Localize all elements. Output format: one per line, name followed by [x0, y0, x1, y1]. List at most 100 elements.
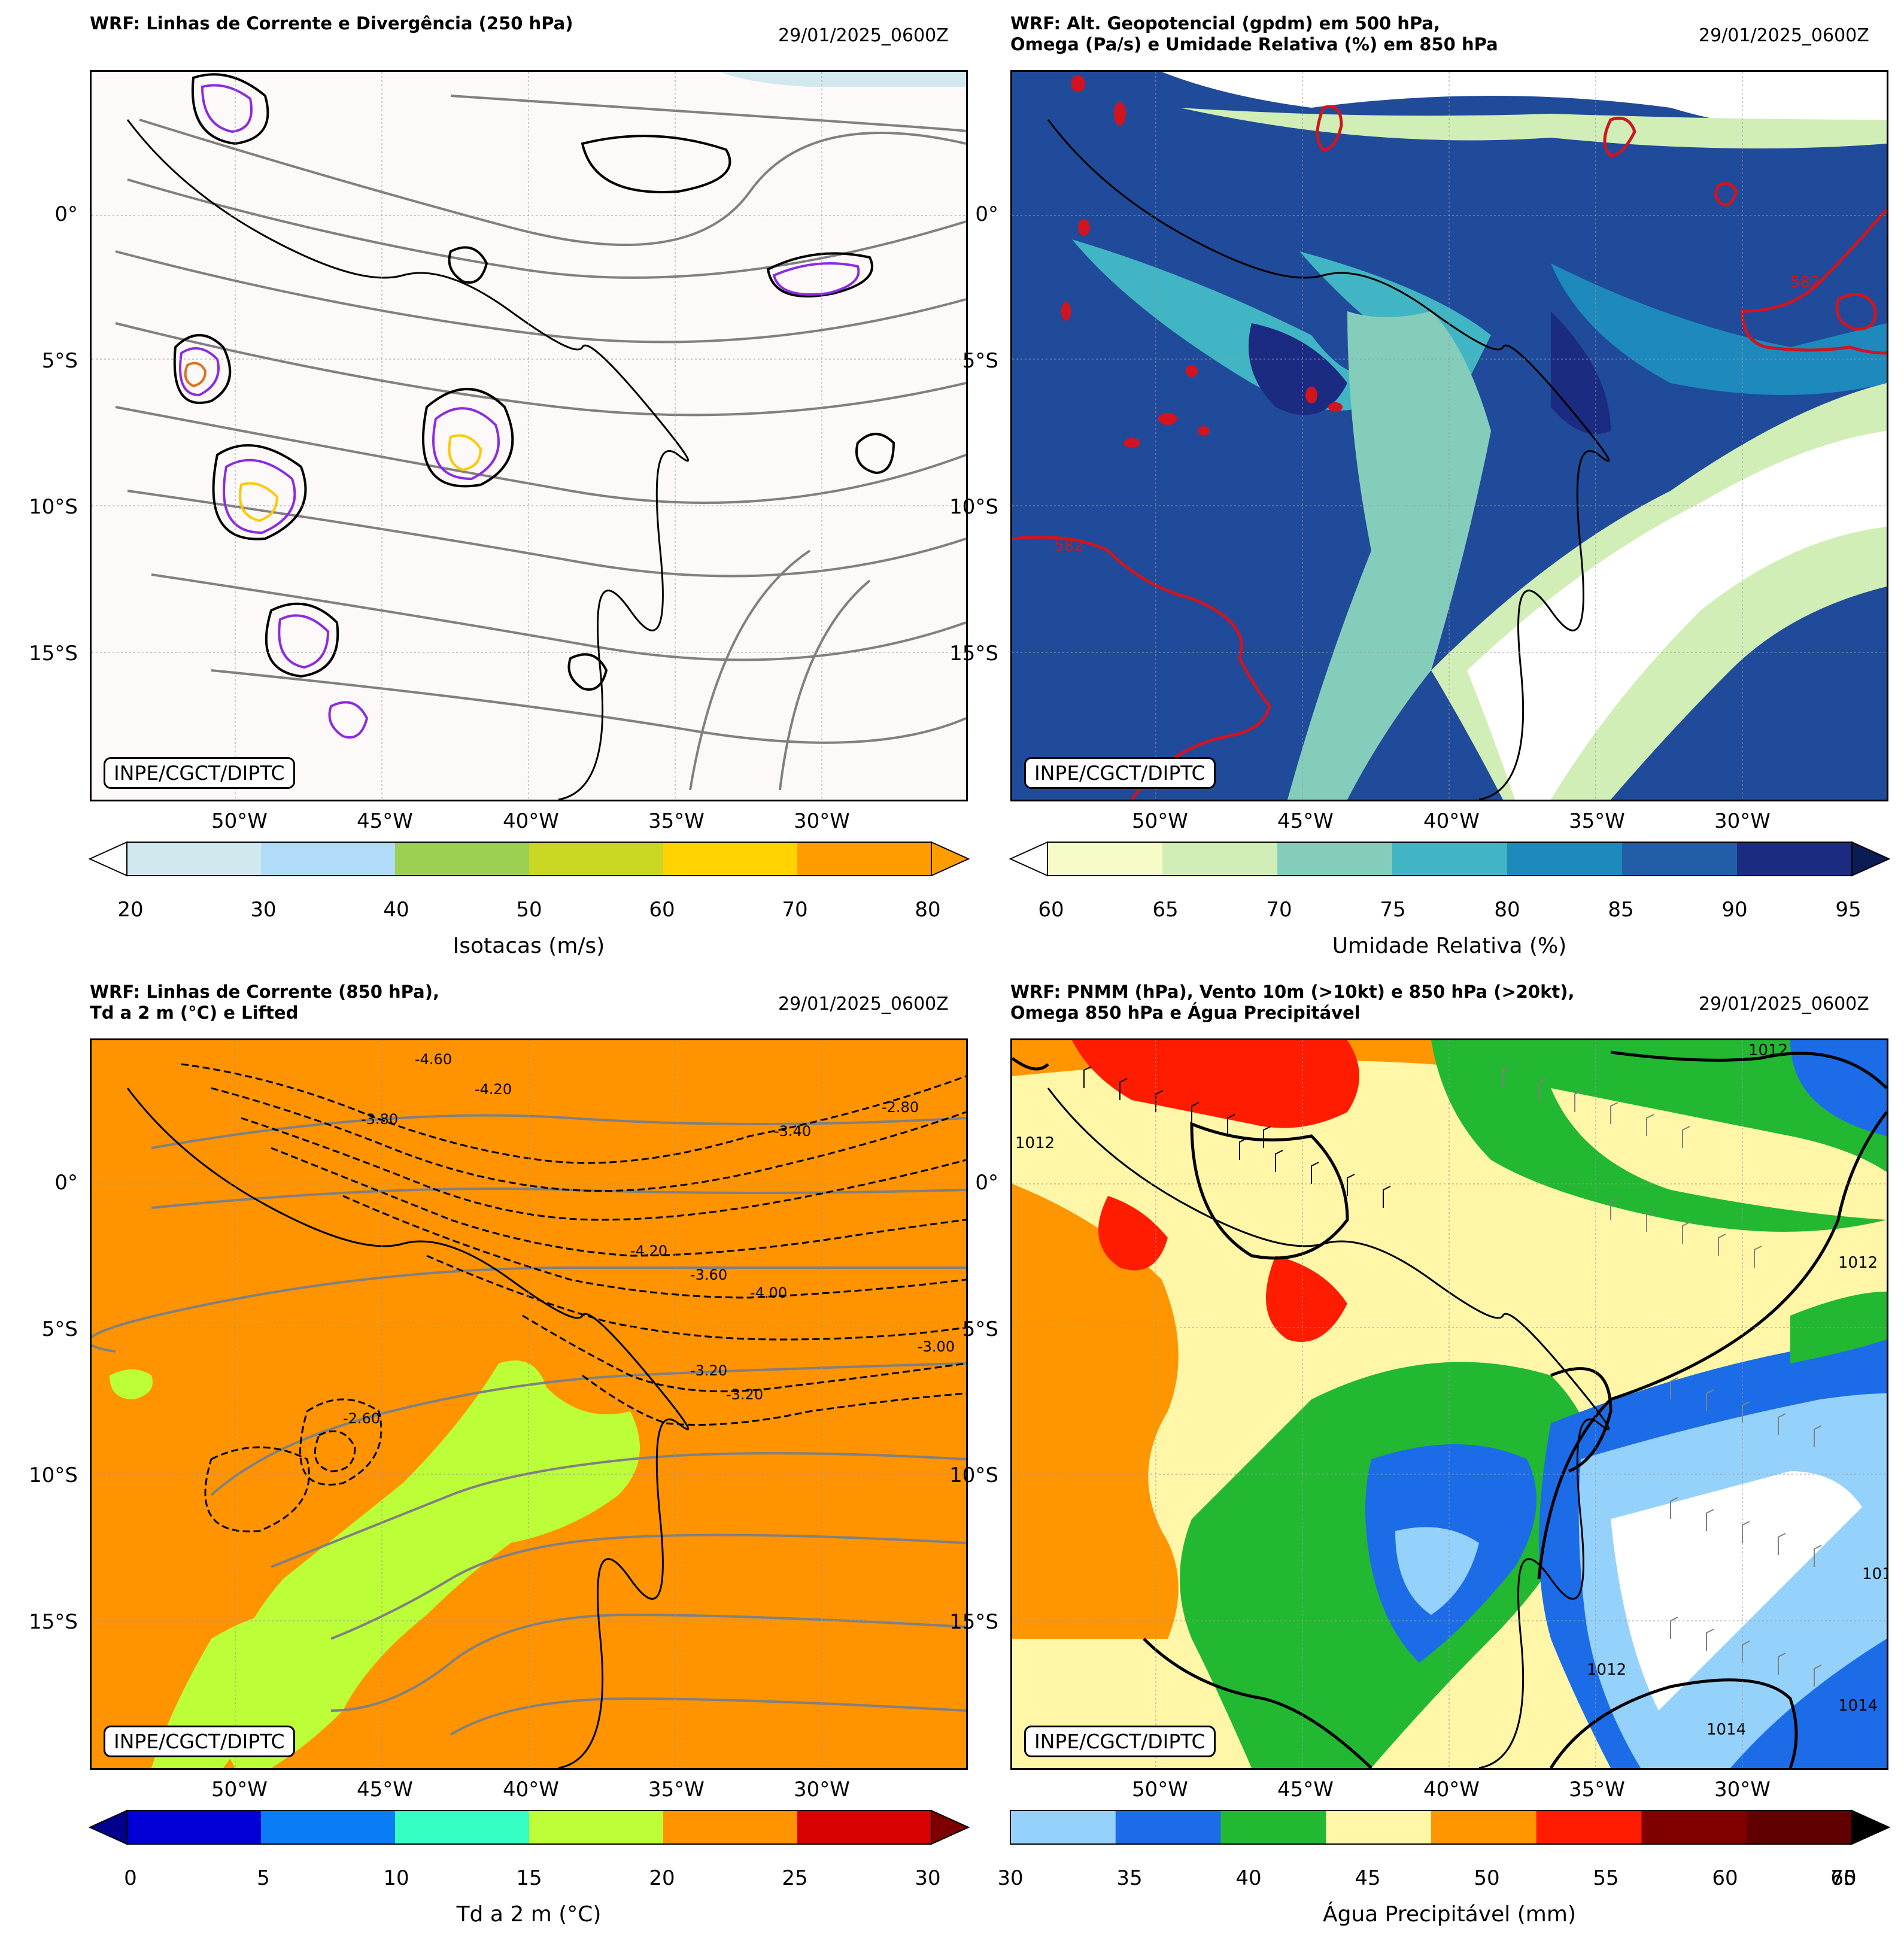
lat-label: 5°S: [41, 349, 78, 373]
colorbar-segment: [1747, 1811, 1853, 1844]
omega-shading: [1061, 75, 1343, 448]
colorbar-tick: 75: [1380, 898, 1406, 922]
panel-title-line1: WRF: Linhas de Corrente (850 hPa),: [90, 982, 439, 1002]
colorbar-tick: 40: [383, 898, 409, 922]
pw-region: [1072, 1040, 1359, 1128]
colorbar-tick: 40: [1235, 1866, 1262, 1890]
pw-region: [1611, 1471, 1862, 1711]
credit-label: INPE/CGCT/DIPTC: [104, 757, 295, 789]
contour-label: -4.00: [750, 1284, 787, 1301]
humidity-band: [1249, 323, 1347, 415]
contour-label: 1012: [1015, 1134, 1055, 1152]
coastline: [126, 1088, 690, 1768]
colorbar-label: Umidade Relativa (%): [1332, 934, 1567, 958]
colorbar: [89, 841, 970, 877]
contour-label: 582: [1054, 537, 1084, 555]
colorbar-tick: 70: [1266, 898, 1292, 922]
colorbar-tick: 65: [1152, 898, 1179, 922]
colorbar-tick: 95: [1835, 898, 1862, 922]
colorbar-under-arrow: [89, 841, 127, 877]
coastline: [126, 119, 690, 800]
lon-label: 40°W: [503, 809, 559, 833]
geopotential-contours: [1012, 105, 1887, 800]
colorbar-under-arrow: [1009, 841, 1048, 877]
colorbar-tick: 20: [117, 898, 144, 922]
lat-label: 0°: [54, 1171, 78, 1195]
colorbar-segment: [1162, 842, 1278, 876]
colorbar-segment: [1431, 1811, 1537, 1844]
colorbar-tick: 30: [997, 1866, 1024, 1890]
isotach-shading: [720, 72, 966, 87]
colorbar-segment: [1507, 842, 1623, 876]
lon-label: 40°W: [1423, 809, 1480, 833]
colorbar-segment: [1392, 842, 1508, 876]
pressure-label-group: 1012 1012 1012 1012 1014 1014 1014: [1015, 1041, 1887, 1739]
lifted-contours: [181, 1063, 966, 1533]
lon-label: 35°W: [648, 1778, 704, 1802]
colorbar-outline: [1010, 1810, 1853, 1845]
colorbar-tick: 65: [1830, 1866, 1857, 1890]
contour-label-group: -4.60 -4.20 -3.80 -3.40 -4.00 -3.60 -3.2…: [343, 1051, 955, 1427]
contour-label: -2.80: [882, 1099, 919, 1116]
lon-label: 45°W: [1277, 809, 1334, 833]
panel-date: 29/01/2025_0600Z: [778, 994, 949, 1015]
colorbar-tick: 80: [1494, 898, 1520, 922]
pw-region: [1098, 1196, 1168, 1271]
colorbar-label: Isotacas (m/s): [453, 934, 605, 958]
lat-label: 5°S: [41, 1317, 78, 1341]
colorbar-tick: 90: [1721, 898, 1748, 922]
contour-label: 1012: [1838, 1254, 1878, 1272]
colorbar-tick: 35: [1116, 1866, 1143, 1890]
contour-label: -3.60: [690, 1266, 727, 1283]
contour-label: -4.20: [630, 1243, 667, 1259]
colorbar-tick: 10: [383, 1866, 409, 1890]
lon-label: 35°W: [648, 809, 704, 833]
credit-label: INPE/CGCT/DIPTC: [104, 1726, 295, 1757]
colorbar-segment: [1622, 842, 1738, 876]
colorbar-segment: [663, 842, 798, 876]
colorbar-segment: [127, 1811, 262, 1844]
colorbar-segment: [261, 842, 396, 876]
lon-label: 40°W: [503, 1778, 559, 1802]
contour-label: -2.60: [343, 1410, 380, 1427]
contour-label: 1014: [1706, 1721, 1746, 1739]
lat-label: 0°: [54, 202, 78, 226]
colorbar: [1010, 1809, 1890, 1845]
humidity-band: [1287, 311, 1491, 800]
colorbar-over-arrow: [931, 1809, 970, 1845]
colorbar-over-arrow: [931, 841, 970, 877]
colorbar-segment: [1536, 1811, 1642, 1844]
colorbar-segment: [1641, 1811, 1747, 1844]
lat-label: 10°S: [949, 1463, 998, 1487]
colorbar-segment: [1220, 1811, 1326, 1844]
map-background: [92, 72, 966, 800]
panel-date: 29/01/2025_0600Z: [1699, 994, 1869, 1015]
contour-label: 1014: [1838, 1697, 1878, 1715]
wind-barbs-10m: [1083, 1066, 1391, 1208]
lon-label: 45°W: [357, 1778, 413, 1802]
streamlines: [115, 95, 966, 791]
coastline: [1047, 1088, 1610, 1768]
lon-label: 30°W: [794, 1778, 850, 1802]
colorbar-segment: [529, 1811, 664, 1844]
map-area: -4.60 -4.20 -3.80 -3.40 -4.00 -3.60 -3.2…: [90, 1038, 968, 1770]
map-area: INPE/CGCT/DIPTC: [90, 70, 968, 801]
panel-title-line2: Td a 2 m (°C) e Lifted: [90, 1003, 299, 1023]
colorbar-tick: 15: [516, 1866, 542, 1890]
colorbar: [89, 1809, 970, 1845]
colorbar-segment: [127, 842, 262, 876]
contour-label: -3.80: [361, 1111, 398, 1128]
lon-label: 35°W: [1569, 809, 1625, 833]
colorbar-tick: 20: [649, 1866, 675, 1890]
lat-label: 0°: [975, 202, 998, 226]
colorbar-segment: [1010, 1811, 1116, 1844]
contour-label: 1012: [1587, 1661, 1626, 1679]
colorbar-label: Td a 2 m (°C): [456, 1902, 602, 1927]
pw-region: [1790, 1040, 1887, 1136]
humidity-dry-region: [1162, 72, 1887, 129]
lon-label: 50°W: [211, 809, 268, 833]
colorbar-segment: [1115, 1811, 1221, 1844]
streamlines: [92, 1114, 966, 1736]
colorbar-tick: 80: [915, 898, 941, 922]
lon-label: 35°W: [1569, 1778, 1625, 1802]
